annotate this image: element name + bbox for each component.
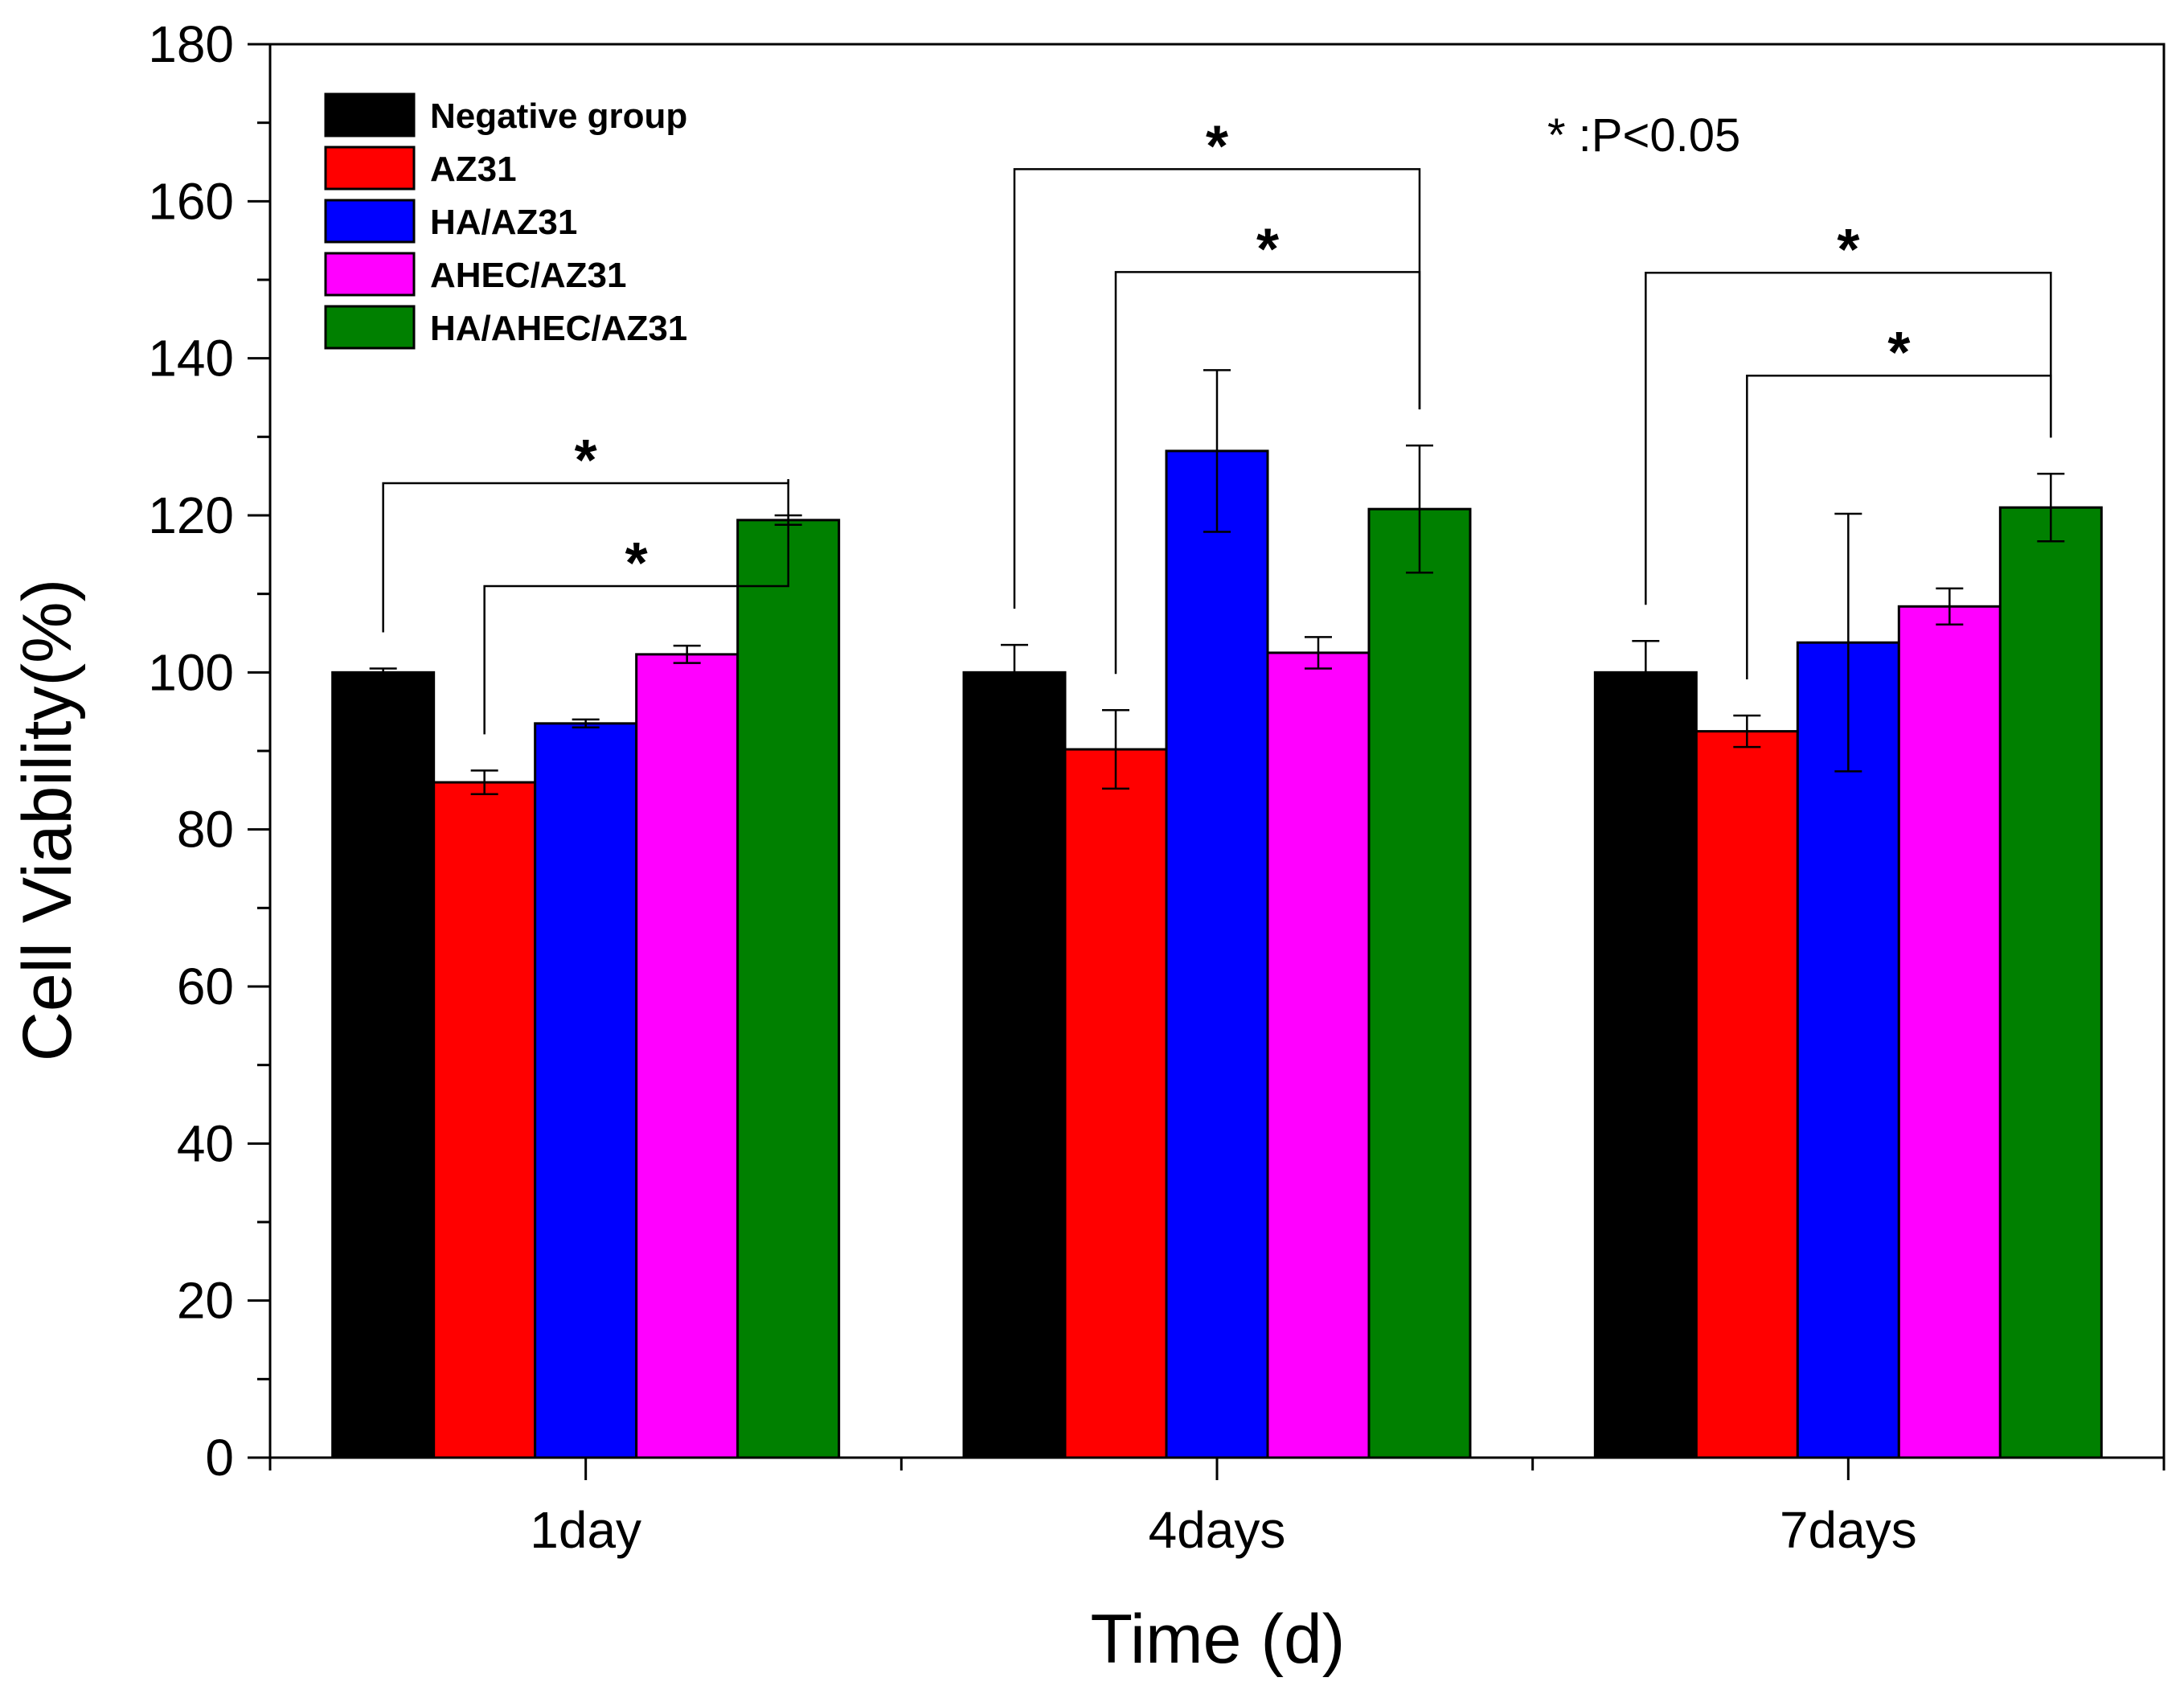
bar-ha-az31-7days [1796, 641, 1900, 1459]
error-bar-ahec-az31-4days [1305, 636, 1332, 670]
bar-negative-group-4days [962, 671, 1067, 1459]
significance-bracket: * [1645, 218, 2052, 605]
y-tick-label: 100 [148, 643, 234, 701]
bar-ha-az31-4days [1165, 449, 1269, 1459]
significance-star: * [575, 429, 597, 493]
bar-az31-4days [1063, 748, 1168, 1459]
significance-star: * [1887, 321, 1910, 385]
bar-ha-ahec-az31-7days [1998, 506, 2103, 1459]
y-tick-label: 80 [177, 801, 234, 859]
legend-swatch [324, 92, 416, 137]
legend-item: HA/AZ31 [324, 199, 577, 244]
bar-ahec-az31-4days [1266, 651, 1371, 1459]
legend-label: HA/AHEC/AZ31 [430, 309, 687, 348]
bar-ha-ahec-az31-1day [736, 519, 841, 1459]
legend-item: Negative group [324, 92, 687, 137]
significance-star: * [625, 531, 648, 596]
significance-bracket: * [382, 429, 789, 633]
significance-star: * [1206, 114, 1228, 178]
bar-ahec-az31-7days [1897, 605, 2002, 1459]
legend-item: AHEC/AZ31 [324, 252, 627, 297]
bar-az31-7days [1694, 730, 1799, 1459]
error-bar-az31-4days [1102, 708, 1129, 790]
error-bar-ha-ahec-az31-7days [2037, 472, 2065, 543]
bar-ha-az31-1day [534, 722, 638, 1459]
significance-bracket: * [1114, 217, 1421, 675]
significance-star: * [1837, 218, 1859, 282]
legend-label: Negative group [430, 96, 687, 136]
y-tick-label: 180 [148, 15, 234, 73]
error-bar-ahec-az31-7days [1936, 587, 1964, 626]
legend-item: AZ31 [324, 146, 517, 191]
error-bar-ha-ahec-az31-4days [1406, 444, 1433, 574]
y-axis-title: Cell Viability(%) [9, 579, 86, 1062]
x-tick-label: 1day [530, 1501, 641, 1559]
legend-label: AHEC/AZ31 [430, 256, 627, 295]
bar-negative-group-7days [1593, 671, 1698, 1459]
error-bar-ha-az31-7days [1834, 512, 1862, 773]
x-axis-title: Time (d) [1091, 1601, 1346, 1678]
x-tick-label: 7days [1780, 1501, 1917, 1559]
error-bar-negative-group-7days [1632, 640, 1660, 705]
bar-az31-1day [432, 781, 537, 1459]
error-bar-ha-az31-1day [572, 718, 600, 728]
significance-bracket: * [483, 479, 789, 735]
x-axis: 1day 4days 7days [268, 1458, 2166, 1559]
bars-layer [331, 449, 2103, 1459]
significance-bracket: * [1746, 321, 2052, 680]
y-tick-label: 140 [148, 330, 234, 388]
error-bar-az31-1day [470, 769, 498, 795]
error-bars-layer [369, 369, 2065, 795]
error-bar-ahec-az31-1day [673, 644, 701, 664]
significance-layer: * * * * * * [382, 114, 2052, 735]
error-bar-negative-group-4days [1001, 643, 1028, 701]
x-tick-label: 4days [1149, 1501, 1286, 1559]
legend-swatch [324, 305, 416, 350]
legend-swatch [324, 199, 416, 244]
legend-swatch [324, 252, 416, 297]
legend-item: HA/AHEC/AZ31 [324, 305, 687, 350]
error-bar-az31-7days [1733, 714, 1761, 749]
legend-label: AZ31 [430, 150, 517, 189]
axes-layer: 0 20 40 60 80 100 120 140 160 180 1day 4days 7days [148, 15, 2166, 1559]
error-bar-ha-az31-4days [1203, 369, 1231, 533]
legend: Negative group AZ31 HA/AZ31 AHEC/AZ31 HA/AHE… [324, 92, 687, 350]
y-tick-label: 40 [177, 1114, 234, 1172]
y-tick-label: 60 [177, 958, 234, 1015]
y-tick-label: 160 [148, 172, 234, 230]
bar-ahec-az31-1day [635, 653, 740, 1459]
significance-note: * :P<0.05 [1547, 109, 1740, 162]
bar-ha-ahec-az31-4days [1367, 507, 1472, 1459]
legend-label: HA/AZ31 [430, 203, 577, 242]
significance-star: * [1256, 217, 1279, 281]
y-tick-label: 20 [177, 1272, 234, 1330]
bar-negative-group-1day [331, 671, 436, 1459]
legend-swatch [324, 146, 416, 191]
y-tick-label: 120 [148, 486, 234, 544]
error-bar-negative-group-1day [369, 667, 397, 678]
y-tick-label: 0 [205, 1429, 234, 1487]
y-axis: 0 20 40 60 80 100 120 140 160 180 [148, 15, 270, 1487]
